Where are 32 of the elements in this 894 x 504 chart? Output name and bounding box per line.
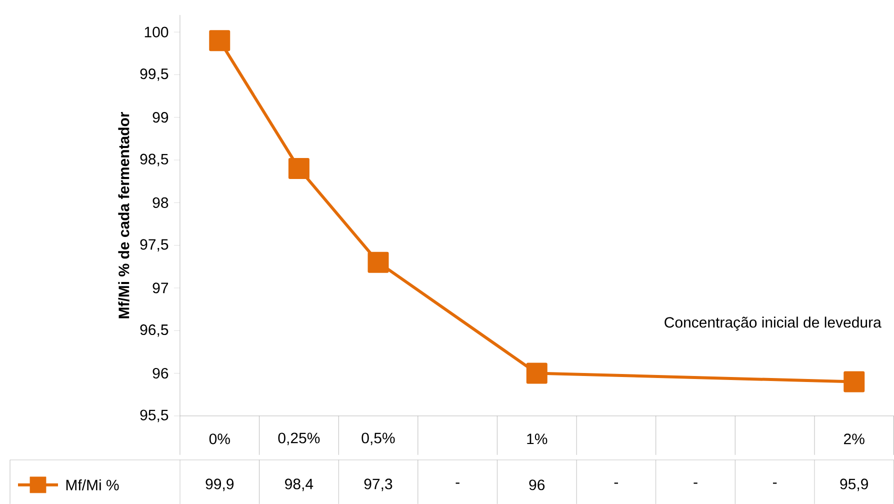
- point: [526, 362, 548, 384]
- data-label: 98,4: [285, 478, 314, 492]
- data-label: 95,9: [840, 478, 868, 492]
- legend-label: Mf/Mi %: [66, 479, 119, 490]
- y-tick-label: 99,5: [140, 68, 168, 81]
- text: -: [456, 482, 460, 484]
- y-axis-title: Mf/Mi % de cada fermentador: [118, 112, 130, 318]
- x-tick-label: 1%: [527, 434, 548, 444]
- point: [844, 371, 865, 392]
- y-tick-label: 99: [152, 112, 168, 123]
- y-tick-label: 98: [152, 197, 168, 208]
- point: [288, 158, 310, 179]
- y-tick-label: 97,5: [140, 239, 168, 252]
- x-tick-label: 0,25%: [278, 432, 320, 446]
- data-label: 97,3: [364, 478, 392, 492]
- annotation: Concentração inicial de levedura: [664, 316, 882, 331]
- y-tick-label: 95,5: [140, 410, 168, 422]
- text: -: [614, 482, 618, 484]
- point: [209, 30, 230, 52]
- y-tick-label: 98,5: [140, 154, 168, 166]
- data-label: 99,9: [206, 478, 234, 492]
- y-tick-label: 96,5: [140, 324, 168, 337]
- data-label: 96: [529, 480, 545, 490]
- text: -: [772, 482, 777, 484]
- y-tick-label: 96: [152, 368, 168, 379]
- text: -: [694, 482, 698, 484]
- x-tick-label: 0%: [209, 434, 230, 444]
- point: [368, 252, 389, 273]
- y-tick-label: 100: [144, 26, 168, 38]
- y-tick-label: 97: [152, 282, 168, 294]
- x-tick-label: 2%: [844, 434, 864, 444]
- x-tick-label: 0,5%: [362, 432, 395, 446]
